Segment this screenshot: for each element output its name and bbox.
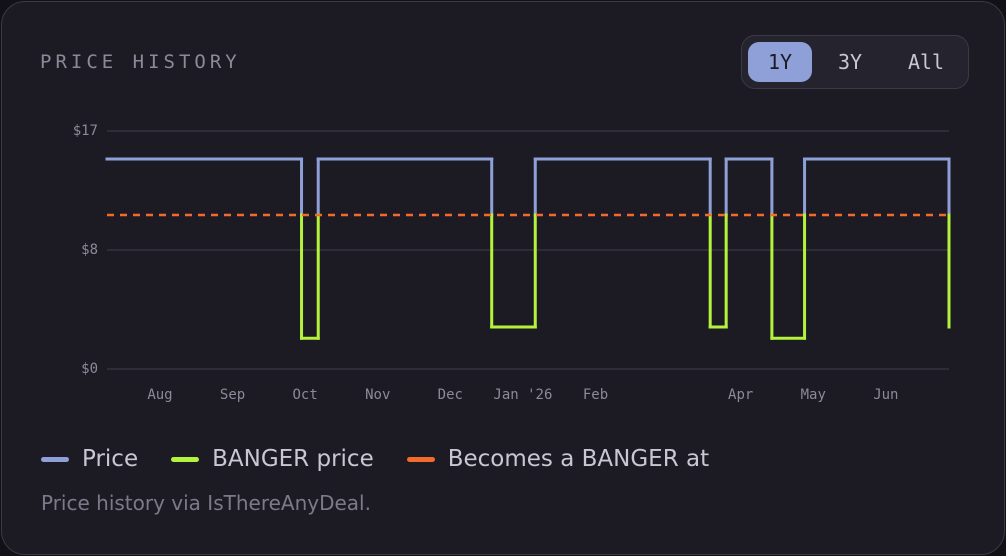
x-tick-label: Jan '26: [493, 387, 552, 403]
legend-item: Price: [41, 446, 138, 472]
x-tick-label: Sep: [220, 387, 245, 403]
y-tick-label: $0: [81, 361, 98, 377]
legend-swatch: [406, 456, 435, 462]
legend-label: Price: [82, 446, 139, 472]
x-tick-label: Jun: [873, 387, 898, 403]
y-tick-label: $8: [81, 242, 98, 258]
x-tick-label: Apr: [728, 387, 753, 403]
x-tick-label: Dec: [438, 387, 463, 403]
range-button[interactable]: All: [907, 50, 945, 74]
card-title: PRICE HISTORY: [40, 51, 241, 73]
legend-swatch: [41, 456, 69, 462]
x-tick-label: May: [801, 387, 826, 403]
range-selector: 1Y 3Y All: [741, 35, 969, 89]
price-line: [105, 157, 951, 340]
x-tick-label: Oct: [293, 387, 318, 403]
legend-item: BANGER price: [171, 446, 374, 472]
footer-note: Price history via IsThereAnyDeal.: [41, 491, 371, 515]
legend: Price BANGER price Becomes a BANGER at: [41, 443, 742, 475]
range-button[interactable]: 3Y: [837, 50, 863, 74]
x-tick-label: Nov: [365, 387, 390, 403]
range-button[interactable]: 1Y: [748, 42, 812, 82]
x-tick-label: Feb: [583, 387, 608, 403]
y-tick-label: $17: [73, 123, 98, 139]
legend-label: Becomes a BANGER at: [447, 446, 710, 472]
x-tick-label: Aug: [147, 387, 172, 403]
legend-item: Becomes a BANGER at: [406, 446, 710, 472]
legend-label: BANGER price: [212, 446, 374, 472]
legend-swatch: [171, 456, 200, 462]
